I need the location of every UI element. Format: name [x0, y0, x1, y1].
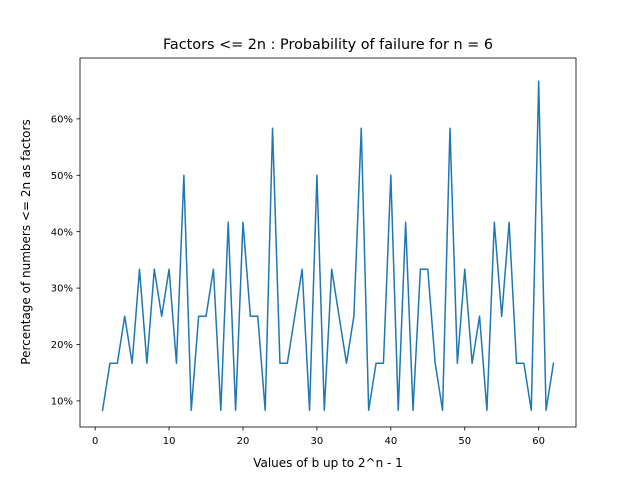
- x-axis-label: Values of b up to 2^n - 1: [253, 456, 403, 470]
- x-tick-label: 0: [92, 436, 98, 447]
- y-tick-label: 40%: [51, 227, 73, 238]
- x-tick-label: 10: [163, 436, 176, 447]
- y-tick-label: 60%: [51, 114, 73, 125]
- y-axis-label: Percentage of numbers <= 2n as factors: [19, 119, 33, 364]
- y-tick-label: 30%: [51, 284, 73, 295]
- x-tick-label: 40: [384, 436, 397, 447]
- x-tick-label: 20: [237, 436, 250, 447]
- plot-area: 0 10 20 30 40 50 60 10% 20% 30% 40% 50% 60%: [51, 57, 577, 447]
- x-tick-label: 30: [311, 436, 324, 447]
- y-tick-label: 10%: [51, 397, 73, 408]
- chart-title: Factors <= 2n : Probability of failure f…: [163, 37, 493, 53]
- series-line-0: [101, 80, 555, 412]
- y-tick-label: 20%: [51, 340, 73, 351]
- y-tick-label: 50%: [51, 171, 73, 182]
- x-tick-label: 50: [458, 436, 471, 447]
- axes-frame: [79, 57, 577, 428]
- x-tick-label: 60: [532, 436, 545, 447]
